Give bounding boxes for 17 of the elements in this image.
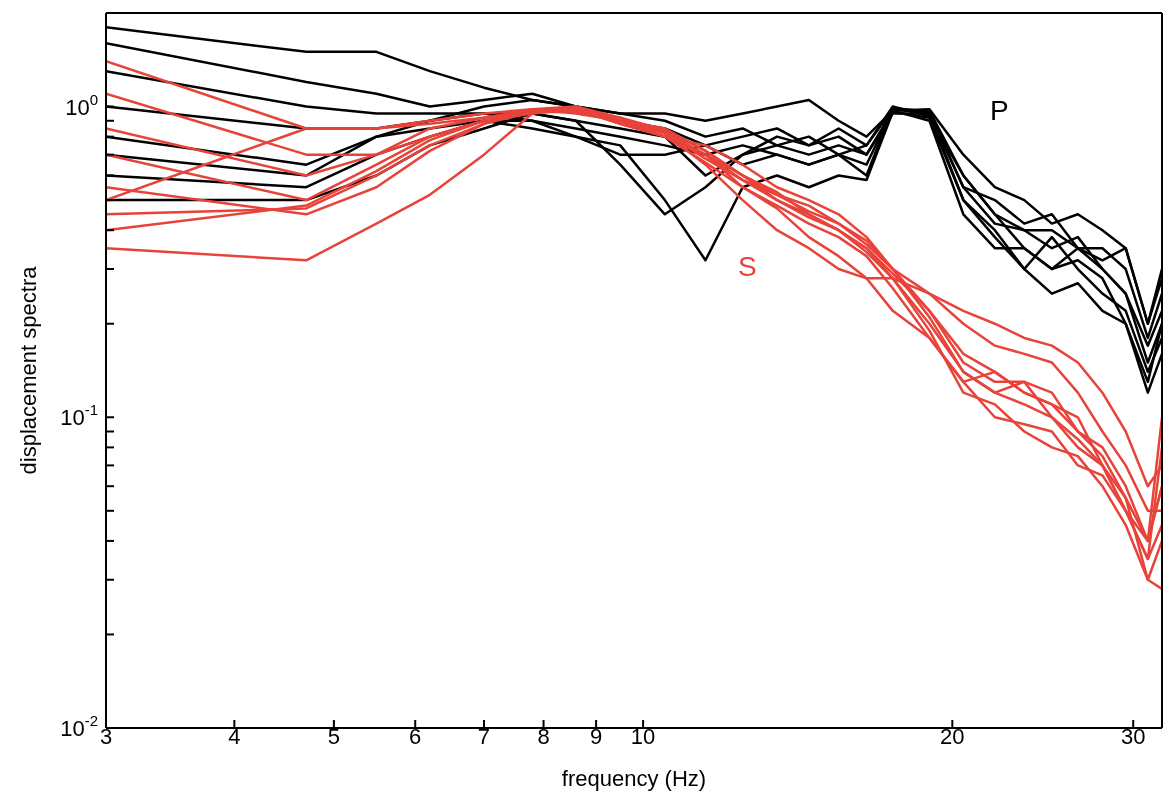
y-tick-label: 10$^{-2}$ [60, 712, 98, 741]
x-tick-label: 3 [99, 724, 113, 749]
x-tick-label: 10 [630, 724, 656, 749]
x-tick-label: 9 [589, 724, 603, 749]
annotation: P [990, 95, 1009, 126]
annotation: S [738, 251, 757, 282]
x-tick-label: 8 [537, 724, 550, 749]
x-tick-label: 6 [409, 724, 422, 749]
y-tick-label: 10$^{0}$ [65, 90, 98, 120]
x-tick-label: 20 [940, 724, 965, 749]
y-tick-label: 10$^{-1}$ [60, 401, 98, 431]
x-tick-label: 30 [1120, 724, 1146, 749]
x-axis-title: frequency (Hz) [561, 766, 707, 791]
x-tick-label: 4 [228, 724, 241, 749]
y-axis-title: displacement spectra [15, 265, 41, 475]
x-tick-label: 7 [477, 724, 491, 749]
x-tick-label: 5 [327, 724, 341, 749]
